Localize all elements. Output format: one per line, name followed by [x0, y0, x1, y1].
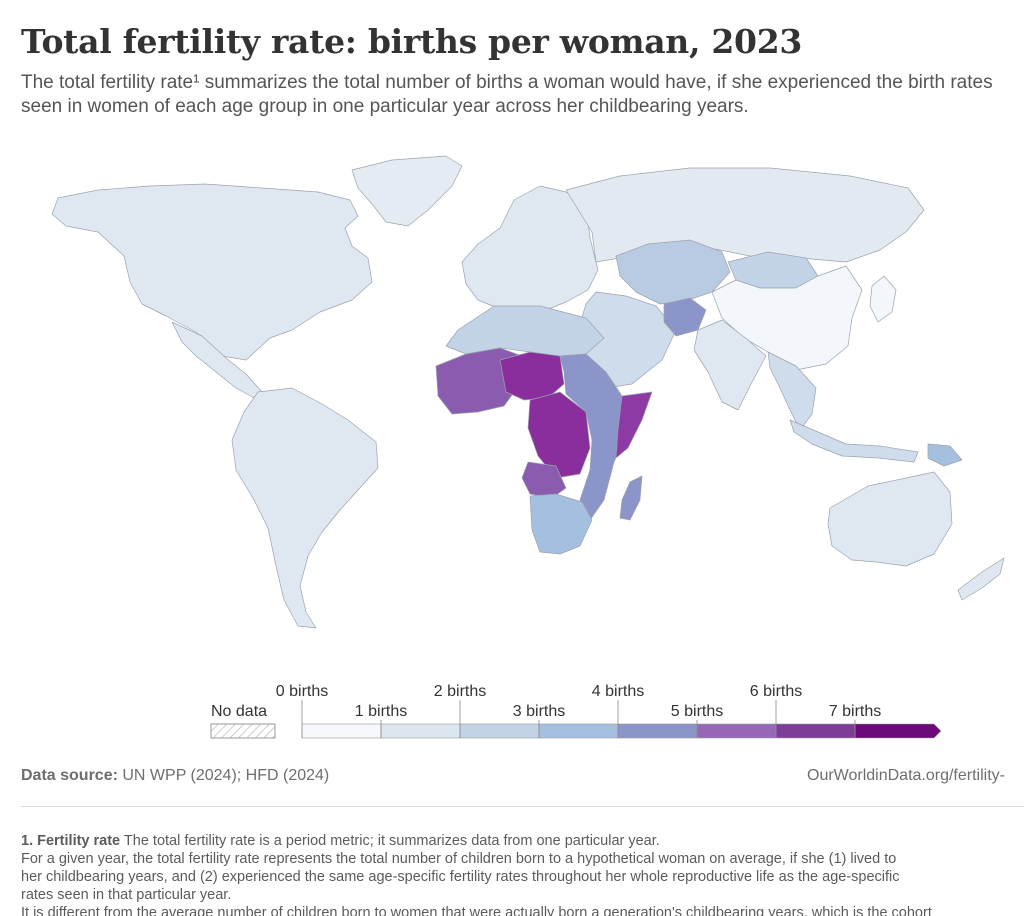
source-link[interactable]: OurWorldinData.org/fertility-	[807, 767, 1005, 784]
legend-bin[interactable]	[301, 723, 382, 739]
footnote-line: For a given year, the total fertility ra…	[21, 851, 897, 867]
data-source: Data source: UN WPP (2024); HFD (2024)	[21, 767, 329, 785]
legend-bin[interactable]	[538, 723, 619, 739]
legend-label-lower: 1 births	[355, 703, 407, 720]
legend-label-lower: 5 births	[671, 703, 723, 720]
legend-label-upper: 2 births	[434, 683, 486, 700]
region-north-america[interactable]	[51, 183, 373, 361]
region-niger-chad[interactable]	[499, 351, 565, 401]
source-label: Data source:	[21, 767, 118, 784]
world-map[interactable]	[0, 145, 1024, 645]
region-southern-africa[interactable]	[529, 493, 593, 555]
legend-label-upper: 6 births	[750, 683, 802, 700]
region-somalia[interactable]	[615, 391, 653, 459]
region-japan[interactable]	[869, 275, 897, 323]
source-value: UN WPP (2024); HFD (2024)	[122, 767, 330, 784]
region-greenland[interactable]	[351, 155, 463, 227]
region-china[interactable]	[711, 265, 863, 371]
region-europe[interactable]	[461, 185, 599, 311]
chart-title: Total fertility rate: births per woman, …	[21, 22, 803, 61]
region-india[interactable]	[693, 319, 767, 411]
footnote-line: rates seen in that particular year.	[21, 887, 232, 903]
no-data-swatch	[210, 723, 276, 739]
legend-label-upper: 4 births	[592, 683, 644, 700]
legend-bin[interactable]	[854, 723, 942, 739]
map-legend: No data 0 births 2 births 4 births 6 births…	[210, 683, 942, 739]
legend-bin[interactable]	[380, 723, 461, 739]
legend-bin[interactable]	[775, 723, 856, 739]
footnote-line: It is different from the average number …	[21, 905, 932, 916]
region-indonesia[interactable]	[789, 419, 919, 463]
region-australia[interactable]	[827, 471, 953, 567]
region-new-zealand[interactable]	[957, 557, 1005, 601]
legend-bin[interactable]	[617, 723, 698, 739]
footnote-heading: 1. Fertility rate	[21, 833, 121, 849]
region-madagascar[interactable]	[619, 475, 643, 521]
footnote-line: her childbearing years, and (2) experien…	[21, 869, 900, 885]
region-south-america[interactable]	[231, 387, 379, 629]
region-north-africa[interactable]	[445, 305, 605, 357]
region-papua-new-guinea[interactable]	[927, 443, 963, 467]
legend-label-lower: 3 births	[513, 703, 565, 720]
legend-bin[interactable]	[696, 723, 777, 739]
region-russia[interactable]	[565, 167, 925, 263]
divider	[21, 806, 1024, 807]
chart-subtitle: The total fertility rate¹ summarizes the…	[21, 72, 993, 117]
footnotes: 1. Fertility rate The total fertility ra…	[21, 832, 1024, 916]
legend-bin[interactable]	[459, 723, 540, 739]
legend-label-lower: 7 births	[829, 703, 881, 720]
footnote-text: The total fertility rate is a period met…	[123, 833, 660, 849]
no-data-label: No data	[211, 703, 267, 720]
legend-label-upper: 0 births	[276, 683, 328, 700]
footnote-line: 1. Fertility rate The total fertility ra…	[21, 832, 1024, 850]
region-central-africa[interactable]	[527, 391, 591, 479]
